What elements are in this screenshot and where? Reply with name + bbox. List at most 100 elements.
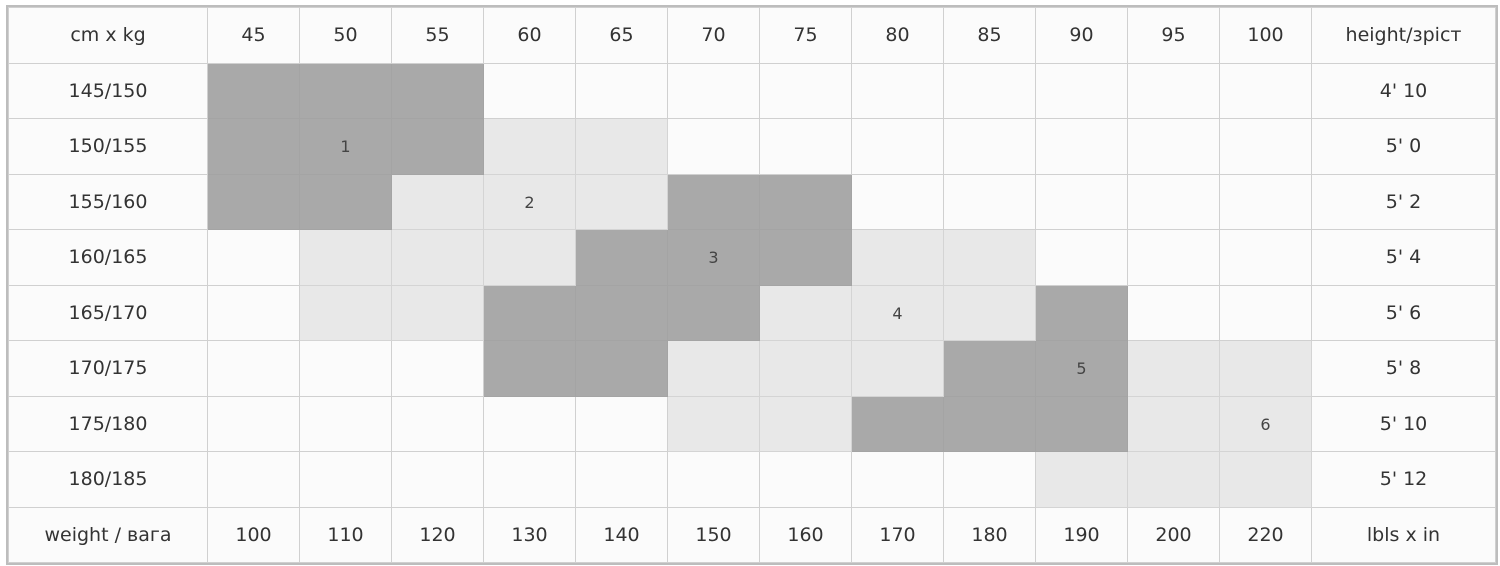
size-cell: 4 <box>851 284 944 341</box>
size-cell <box>1219 62 1312 119</box>
size-cell <box>851 395 944 452</box>
height-cm-cell: 155/160 <box>8 173 208 230</box>
size-cell <box>943 62 1036 119</box>
size-cell <box>207 395 300 452</box>
size-cell <box>299 451 392 508</box>
size-cell <box>575 118 668 175</box>
size-cell <box>851 173 944 230</box>
table-row: 165/170 4 5' 6 <box>8 284 1496 341</box>
height-cm-cell: 170/175 <box>8 340 208 397</box>
size-number: 2 <box>524 192 535 212</box>
size-cell: 1 <box>299 118 392 175</box>
size-cell <box>1127 284 1220 341</box>
size-number: 4 <box>892 303 903 323</box>
table-row: 160/165 3 5' 4 <box>8 229 1496 286</box>
size-cell <box>759 173 852 230</box>
size-cell <box>483 451 576 508</box>
size-cell <box>575 229 668 286</box>
height-in-cell: 5' 6 <box>1311 284 1496 341</box>
size-cell <box>1219 340 1312 397</box>
height-header: height/зріст <box>1311 7 1496 64</box>
size-cell: 2 <box>483 173 576 230</box>
size-cell <box>943 284 1036 341</box>
weight-label: weight / вага <box>8 506 208 563</box>
size-cell <box>1127 173 1220 230</box>
weight-lbs-cell: 200 <box>1127 506 1220 563</box>
footer-row: weight / вага 100 110 120 130 140 150 160 170 180… <box>8 506 1496 563</box>
size-cell <box>299 340 392 397</box>
size-cell <box>1219 451 1312 508</box>
size-cell <box>851 229 944 286</box>
height-in-cell: 5' 0 <box>1311 118 1496 175</box>
size-number: 6 <box>1260 414 1271 434</box>
size-cell <box>391 451 484 508</box>
size-cell <box>851 62 944 119</box>
size-cell <box>759 284 852 341</box>
weight-kg-header: 60 <box>483 7 576 64</box>
weight-lbs-cell: 190 <box>1035 506 1128 563</box>
size-cell <box>391 62 484 119</box>
weight-lbs-cell: 130 <box>483 506 576 563</box>
height-in-cell: 5' 2 <box>1311 173 1496 230</box>
table-row: 180/185 5' 12 <box>8 451 1496 508</box>
height-cm-cell: 175/180 <box>8 395 208 452</box>
weight-lbs-cell: 170 <box>851 506 944 563</box>
size-cell <box>207 118 300 175</box>
table-row: 145/150 4' 10 <box>8 62 1496 119</box>
size-cell <box>391 173 484 230</box>
size-cell <box>1035 284 1128 341</box>
size-cell <box>1219 173 1312 230</box>
size-cell <box>1127 229 1220 286</box>
size-cell <box>667 62 760 119</box>
size-cell: 6 <box>1219 395 1312 452</box>
weight-kg-header: 95 <box>1127 7 1220 64</box>
weight-lbs-cell: 220 <box>1219 506 1312 563</box>
size-cell <box>299 395 392 452</box>
weight-kg-header: 90 <box>1035 7 1128 64</box>
size-cell <box>851 340 944 397</box>
size-cell <box>575 173 668 230</box>
size-cell <box>943 340 1036 397</box>
size-cell <box>667 284 760 341</box>
corner-label: cm x kg <box>8 7 208 64</box>
header-row: cm x kg 45 50 55 60 65 70 75 80 85 90 95 100 height/з… <box>8 7 1496 64</box>
size-cell <box>851 451 944 508</box>
size-number: 5 <box>1076 359 1087 379</box>
size-cell <box>207 229 300 286</box>
size-cell <box>943 118 1036 175</box>
size-number: 1 <box>340 137 351 157</box>
size-cell <box>299 284 392 341</box>
size-cell <box>667 395 760 452</box>
weight-kg-header: 65 <box>575 7 668 64</box>
size-cell <box>1127 118 1220 175</box>
height-cm-cell: 165/170 <box>8 284 208 341</box>
weight-lbs-cell: 160 <box>759 506 852 563</box>
size-cell <box>1219 284 1312 341</box>
size-cell <box>759 451 852 508</box>
size-cell <box>759 118 852 175</box>
size-cell <box>483 395 576 452</box>
size-cell: 3 <box>667 229 760 286</box>
size-cell <box>391 284 484 341</box>
size-cell <box>391 229 484 286</box>
size-cell <box>207 62 300 119</box>
size-cell: 5 <box>1035 340 1128 397</box>
table-row: 150/155 1 5' 0 <box>8 118 1496 175</box>
size-cell <box>1035 118 1128 175</box>
units-label: lbls x in <box>1311 506 1496 563</box>
size-cell <box>1127 62 1220 119</box>
size-cell <box>1035 62 1128 119</box>
weight-kg-header: 85 <box>943 7 1036 64</box>
size-cell <box>483 229 576 286</box>
size-cell <box>851 118 944 175</box>
size-cell <box>1035 173 1128 230</box>
size-cell <box>299 62 392 119</box>
size-cell <box>299 229 392 286</box>
size-cell <box>759 229 852 286</box>
size-number: 3 <box>708 248 719 268</box>
height-in-cell: 4' 10 <box>1311 62 1496 119</box>
size-cell <box>1035 451 1128 508</box>
height-in-cell: 5' 8 <box>1311 340 1496 397</box>
size-cell <box>943 451 1036 508</box>
weight-kg-header: 100 <box>1219 7 1312 64</box>
